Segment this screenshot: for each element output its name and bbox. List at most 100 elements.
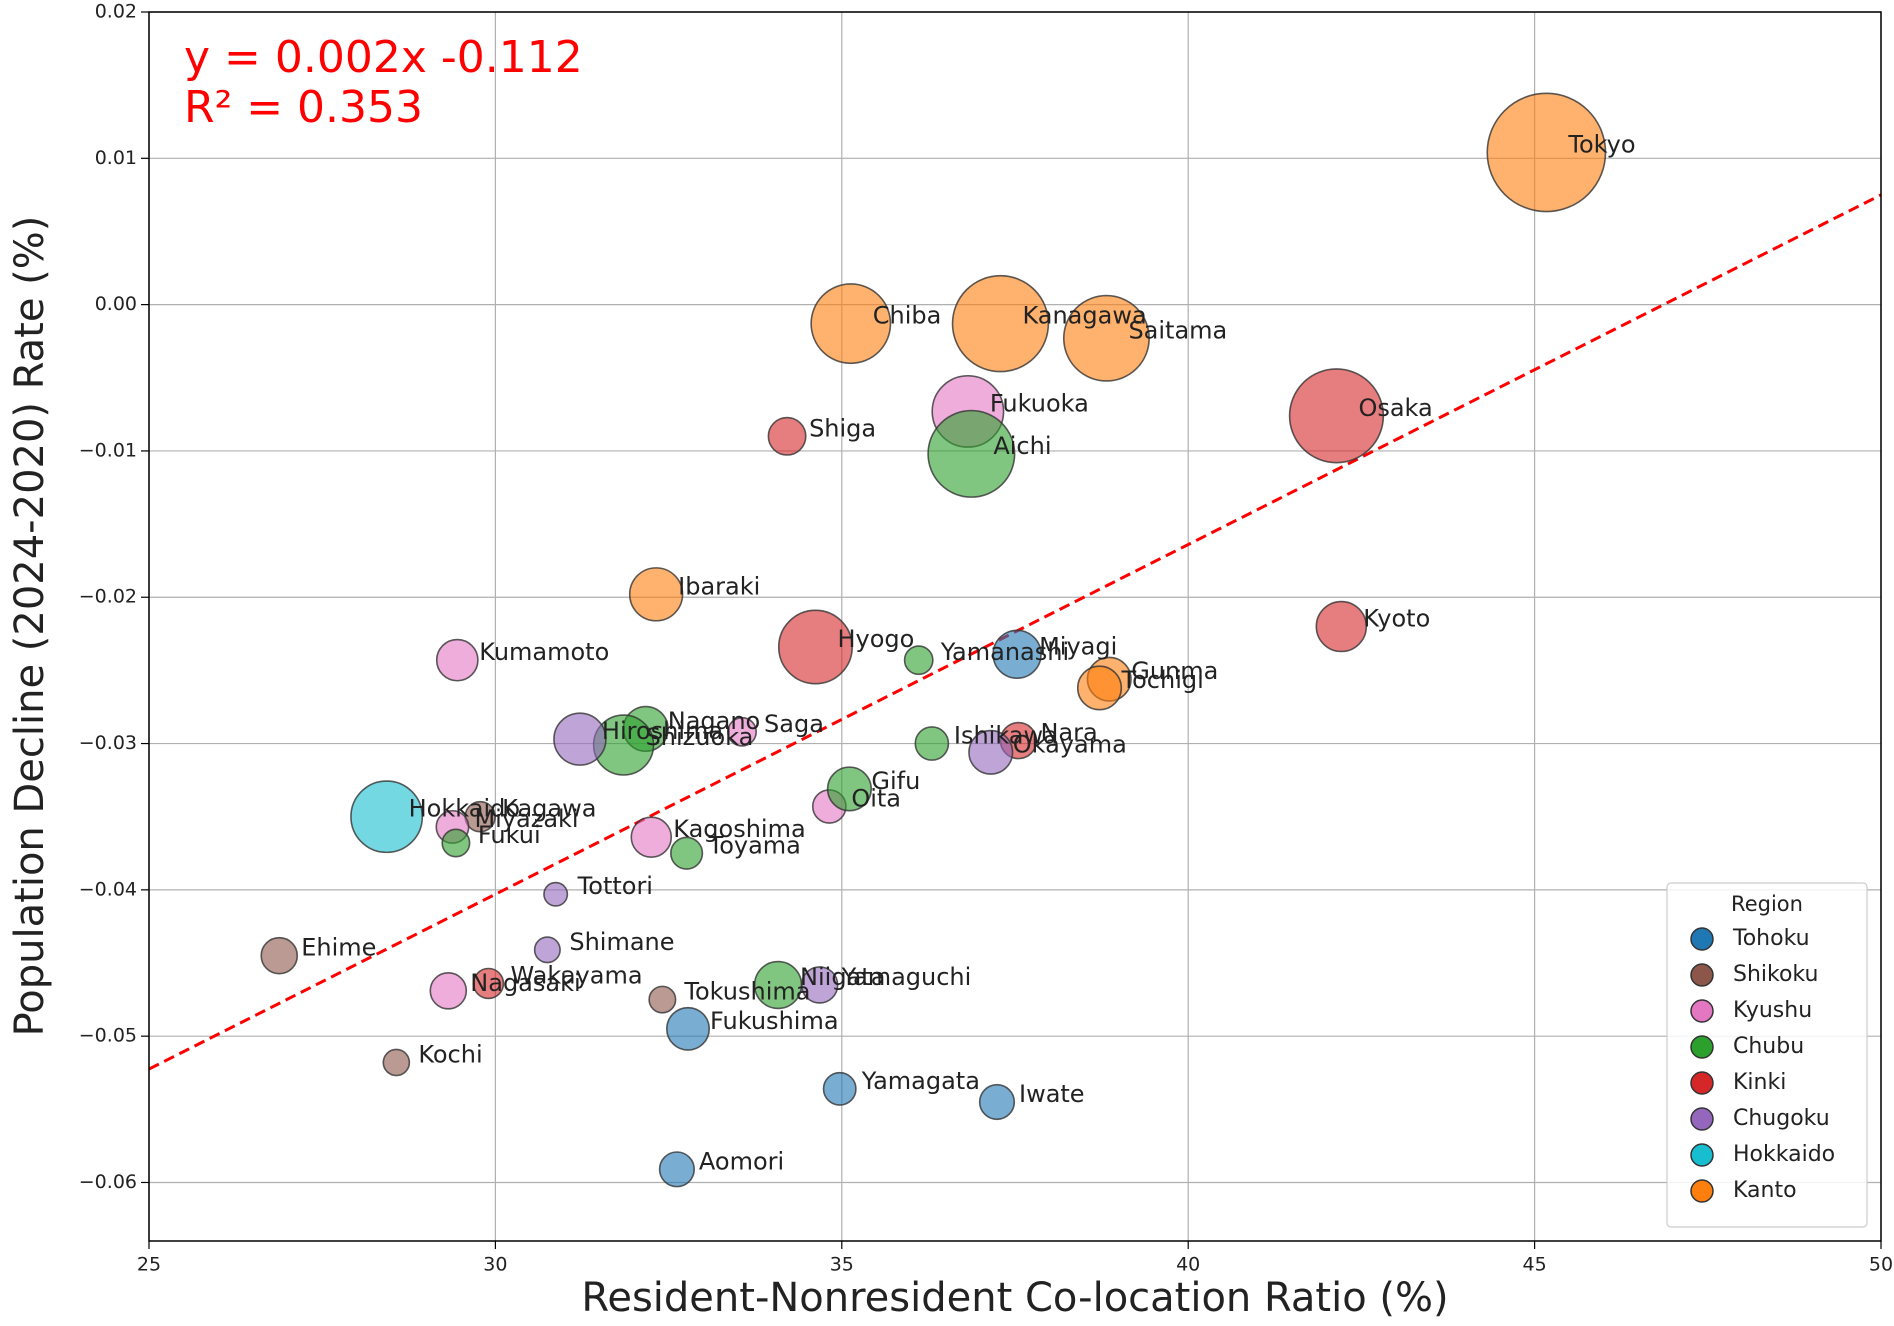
y-axis-title: Population Decline (2024-2020) Rate (%) [7,216,53,1037]
legend-label: Hokkaido [1733,1142,1835,1167]
point-label: Ishikawa [954,722,1058,750]
bubble [553,712,607,766]
bubble [670,836,704,870]
bubble [903,645,934,676]
bubble [727,716,757,747]
point-label: Miyazaki [474,805,578,833]
y-tick-label: −0.01 [79,439,137,461]
y-tick-label: −0.04 [79,878,137,900]
legend-marker [1690,1035,1714,1059]
bubble [1315,600,1368,653]
legend-label: Kyushu [1733,998,1812,1023]
point-label: Tochigi [1121,666,1204,694]
x-tick-label: 45 [1523,1254,1547,1276]
axes-frame [148,11,1882,1242]
bubble [435,638,479,682]
point-label: Kagawa [502,795,596,823]
point-label: Yamaguchi [841,963,972,991]
point-label: Kumamoto [479,638,609,666]
bubble [666,1006,710,1051]
point-label: Ibaraki [678,572,760,600]
bubble [800,966,839,1004]
bubble [992,629,1042,680]
legend-marker [1690,963,1714,987]
legend-label: Tohoku [1732,926,1810,951]
x-tick-label: 50 [1869,1254,1893,1276]
bubble [826,766,872,812]
point-label: Niigata [800,963,885,991]
bubble [260,936,299,975]
bubble [441,828,471,858]
point-label: Kagoshima [673,815,805,843]
x-axis-title: Resident-Nonresident Co-location Ratio (… [581,1275,1448,1321]
legend-marker [1690,1143,1714,1167]
point-label: Shimane [569,928,674,956]
bubble [533,936,561,964]
legend-label: Chubu [1733,1034,1804,1059]
point-label: Wakayama [510,961,642,989]
legend-label: Kinki [1733,1070,1786,1095]
point-label: Tottori [577,872,653,900]
bubble [472,967,505,1000]
x-tick-label: 40 [1176,1254,1200,1276]
bubble [968,729,1014,775]
y-tick-label: −0.03 [79,732,137,754]
legend-marker [1690,1179,1714,1203]
bubble [658,1151,696,1188]
x-tick-label: 30 [483,1254,507,1276]
point-label: Kanagawa [1022,302,1146,330]
bubble [777,609,853,685]
legend-title: Region [1731,892,1803,916]
y-tick-label: 0.00 [95,293,137,315]
point-label: Gifu [871,767,920,795]
y-tick-label: −0.06 [79,1171,137,1193]
bubble [1486,92,1607,213]
point-label: Saga [764,710,824,738]
bubble [429,971,468,1010]
legend-box [1666,882,1868,1228]
bubble [382,1048,411,1077]
plot-area: Miyagi Fukushima Yamagata Iwate Aomori Kagawa… [149,92,1881,1188]
bubble [630,816,673,858]
bubble [822,1071,857,1106]
bubble [543,881,569,907]
legend-label: Kanto [1733,1178,1797,1203]
bubble [1062,294,1150,382]
point-label: Fukuoka [990,389,1089,417]
bubble [914,726,950,761]
bubble [350,780,424,854]
y-tick-label: 0.01 [95,147,137,169]
point-label: Nara [1040,719,1097,747]
point-label: Ehime [301,934,376,962]
legend-marker [1690,927,1714,951]
bubble [648,985,677,1014]
point-label: Tokyo [1567,130,1635,158]
bubble [951,274,1050,373]
point-label: Miyagi [1039,632,1117,660]
point-label: Tokushima [683,978,810,1006]
point-label: Kochi [418,1041,482,1069]
point-label: Saitama [1128,316,1227,344]
point-label: Hyogo [837,625,914,653]
bubble [978,1083,1016,1121]
point-label: Kyoto [1363,605,1430,633]
point-label: Nagasaki [470,969,580,997]
point-label: Okayama [1013,730,1127,758]
y-tick-label: −0.02 [79,586,137,608]
point-label: Hokkaido [409,795,520,823]
point-label: Aichi [993,432,1051,460]
bubble [1076,665,1123,711]
y-tick-label: 0.02 [95,1,137,23]
legend-marker [1690,1107,1714,1131]
annotation: y = 0.002x -0.112 [184,32,583,83]
point-label: Iwate [1019,1080,1085,1108]
point-label: Fukushima [710,1007,839,1035]
bubble [810,283,892,365]
point-label: Nagano [668,707,761,735]
point-label: Fukui [478,821,541,849]
bubble [927,409,1016,498]
point-label: Toyama [708,831,801,859]
point-label: Aomori [699,1147,784,1175]
point-label: Shizuoka [646,723,754,751]
